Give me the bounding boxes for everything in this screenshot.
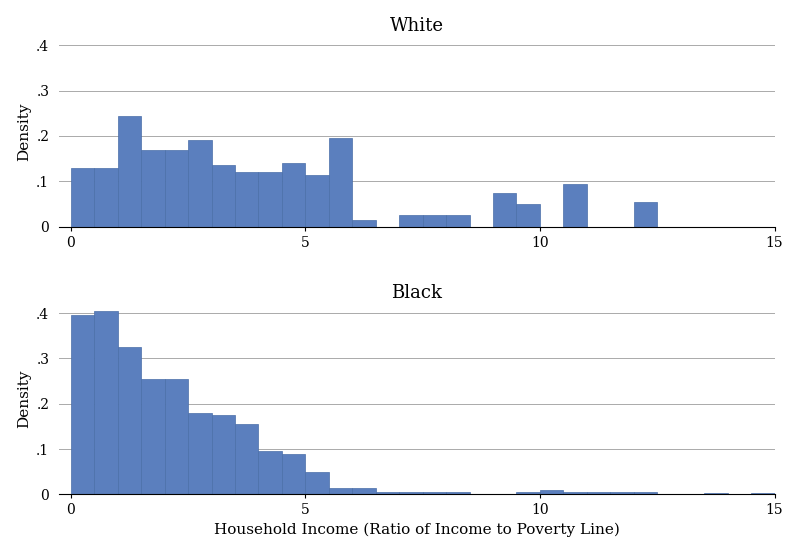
Bar	[165, 379, 188, 494]
Bar	[563, 492, 587, 494]
Bar	[306, 471, 329, 494]
Bar	[540, 490, 563, 494]
Bar	[70, 168, 94, 227]
Bar	[563, 183, 587, 227]
Bar	[282, 454, 306, 494]
Bar	[422, 492, 446, 494]
Bar	[70, 315, 94, 494]
Bar	[399, 492, 422, 494]
Bar	[258, 172, 282, 227]
Bar	[258, 452, 282, 494]
Bar	[188, 413, 211, 494]
Bar	[517, 204, 540, 227]
Bar	[141, 379, 165, 494]
Bar	[141, 150, 165, 227]
Bar	[399, 216, 422, 227]
Bar	[211, 415, 235, 494]
Bar	[587, 492, 610, 494]
Bar	[306, 175, 329, 227]
Bar	[446, 216, 470, 227]
Bar	[704, 493, 728, 494]
Bar	[235, 424, 258, 494]
Title: White: White	[390, 17, 444, 35]
Bar	[352, 220, 376, 227]
Bar	[94, 311, 118, 494]
Bar	[422, 216, 446, 227]
X-axis label: Household Income (Ratio of Income to Poverty Line): Household Income (Ratio of Income to Pov…	[214, 523, 620, 537]
Bar	[376, 492, 399, 494]
Bar	[352, 488, 376, 494]
Bar	[329, 488, 352, 494]
Bar	[94, 168, 118, 227]
Y-axis label: Density: Density	[17, 102, 30, 161]
Bar	[165, 150, 188, 227]
Bar	[517, 492, 540, 494]
Bar	[446, 492, 470, 494]
Bar	[188, 141, 211, 227]
Y-axis label: Density: Density	[17, 370, 30, 428]
Bar	[329, 138, 352, 227]
Bar	[282, 163, 306, 227]
Bar	[610, 492, 634, 494]
Title: Black: Black	[391, 284, 442, 302]
Bar	[634, 202, 658, 227]
Bar	[118, 347, 141, 494]
Bar	[118, 116, 141, 227]
Bar	[211, 166, 235, 227]
Bar	[493, 193, 517, 227]
Bar	[634, 492, 658, 494]
Bar	[235, 172, 258, 227]
